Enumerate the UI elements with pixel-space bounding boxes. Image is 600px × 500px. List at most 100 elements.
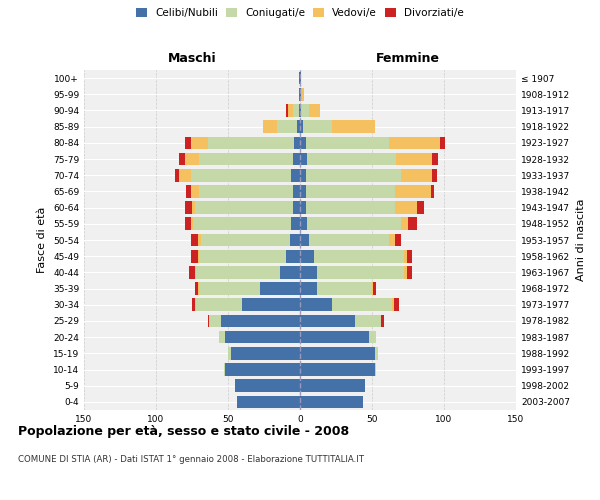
Bar [195,298,196,311]
Bar [231,347,300,360]
Bar [299,104,300,117]
Bar [300,266,317,278]
Bar [306,136,389,149]
Bar [199,282,260,295]
Bar [308,234,389,246]
Bar [407,250,412,262]
Bar [225,363,300,376]
Bar [300,136,306,149]
Bar [199,185,293,198]
Bar [300,380,365,392]
Bar [373,282,376,295]
Bar [293,202,300,214]
Bar [292,218,300,230]
Bar [306,169,401,181]
Bar [416,202,424,214]
Bar [301,88,304,101]
Bar [185,136,191,149]
Bar [186,185,191,198]
Bar [198,234,200,246]
Bar [314,250,404,262]
Bar [189,266,195,278]
Bar [293,185,300,198]
Bar [179,152,185,166]
Bar [286,250,300,262]
Bar [196,298,242,311]
Bar [306,185,395,198]
Bar [221,314,300,328]
Bar [372,282,373,295]
Bar [208,314,209,328]
Bar [306,202,395,214]
Bar [300,331,369,344]
Bar [394,298,400,311]
Bar [293,104,299,117]
Bar [300,185,306,198]
Bar [193,218,292,230]
Bar [392,298,394,311]
Bar [307,152,397,166]
Bar [185,152,199,166]
Bar [290,234,300,246]
Bar [191,250,198,262]
Bar [317,282,372,295]
Bar [300,120,303,133]
Bar [198,250,199,262]
Legend: Celibi/Nubili, Coniugati/e, Vedovi/e, Divorziati/e: Celibi/Nubili, Coniugati/e, Vedovi/e, Di… [133,5,467,21]
Bar [404,250,407,262]
Bar [355,314,380,328]
Bar [300,314,355,328]
Bar [395,185,431,198]
Bar [179,169,191,181]
Bar [235,380,300,392]
Y-axis label: Fasce di età: Fasce di età [37,207,47,273]
Bar [199,250,286,262]
Bar [292,169,300,181]
Bar [300,282,317,295]
Bar [431,185,434,198]
Bar [191,218,193,230]
Bar [299,72,300,85]
Text: Popolazione per età, sesso e stato civile - 2008: Popolazione per età, sesso e stato civil… [18,425,349,438]
Bar [308,104,320,117]
Bar [242,298,300,311]
Bar [433,169,437,181]
Bar [192,202,195,214]
Bar [317,266,404,278]
Bar [299,88,300,101]
Bar [300,152,307,166]
Bar [397,152,433,166]
Bar [300,72,301,85]
Bar [228,347,231,360]
Bar [300,104,301,117]
Bar [300,169,306,181]
Bar [260,282,300,295]
Bar [408,218,416,230]
Bar [300,234,308,246]
Bar [433,152,438,166]
Bar [395,234,401,246]
Bar [277,120,297,133]
Bar [369,331,376,344]
Bar [300,88,301,101]
Bar [303,120,332,133]
Bar [280,266,300,278]
Y-axis label: Anni di nascita: Anni di nascita [575,198,586,281]
Bar [195,282,198,295]
Bar [191,169,292,181]
Bar [286,104,289,117]
Bar [300,396,364,408]
Bar [395,202,416,214]
Bar [389,136,440,149]
Bar [208,136,294,149]
Bar [293,152,300,166]
Bar [300,218,307,230]
Bar [380,314,383,328]
Bar [192,298,195,311]
Bar [404,266,407,278]
Bar [224,363,225,376]
Bar [199,152,293,166]
Bar [191,234,198,246]
Text: Maschi: Maschi [167,52,217,65]
Bar [332,120,375,133]
